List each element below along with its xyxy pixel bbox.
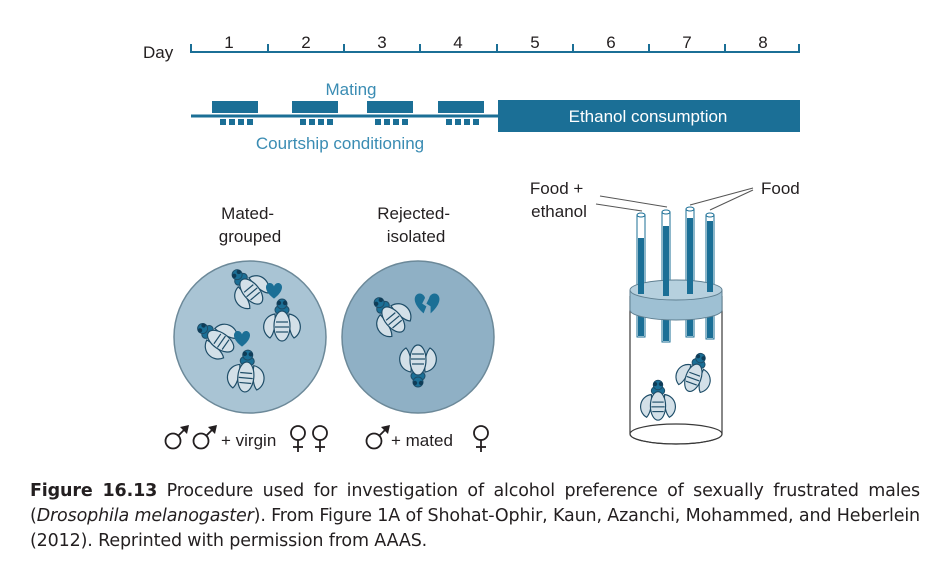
mating-block <box>212 101 484 113</box>
treatment-timeline: Mating Ethanol consumption Courtship con… <box>191 80 800 153</box>
rejected-isolated-group: Rejected- isolated + mated <box>341 204 495 453</box>
mated-legend-text: + virgin <box>221 431 276 450</box>
male-symbol-icon <box>164 424 190 450</box>
female-symbol-icon <box>290 425 306 453</box>
day-tick-label: 8 <box>758 33 767 52</box>
ethanol-consumption-bar <box>498 100 800 132</box>
rejected-legend: + mated <box>365 424 489 453</box>
mating-label: Mating <box>325 80 376 99</box>
figure-caption: Figure 16.13 Procedure used for investig… <box>30 479 920 554</box>
courtship-block <box>220 119 479 125</box>
day-axis-label: Day <box>143 43 174 62</box>
species-name: Drosophila melanogaster <box>36 506 254 526</box>
male-symbol-icon <box>365 424 391 450</box>
ethanol-consumption-label: Ethanol consumption <box>569 107 728 126</box>
rejected-isolated-dish <box>341 260 495 414</box>
female-symbol-icon <box>312 425 328 453</box>
day-tick-label: 6 <box>606 33 615 52</box>
caption-citation: ). From Figure 1A of Shohat-Ophir, Kaun,… <box>30 506 920 551</box>
mated-grouped-dish <box>173 260 327 414</box>
female-symbol-icon <box>473 425 489 453</box>
day-tick-label: 5 <box>530 33 539 52</box>
rejected-legend-text: + mated <box>391 431 453 450</box>
vial-stopper <box>629 272 723 321</box>
day-tick-label: 3 <box>377 33 386 52</box>
day-tick-label: 1 <box>224 33 233 52</box>
rejected-isolated-title: Rejected- isolated <box>377 204 455 246</box>
figure-label: Figure 16.13 <box>30 481 158 501</box>
food-label: Food <box>761 179 800 198</box>
mated-grouped-group: Mated- grouped + virgin <box>164 204 328 453</box>
day-tick-label: 4 <box>453 33 462 52</box>
feeding-apparatus: Food + ethanol Food <box>530 179 800 445</box>
courtship-conditioning-label: Courtship conditioning <box>256 134 424 153</box>
food-ethanol-label: Food + ethanol <box>530 179 588 221</box>
mated-grouped-title: Mated- grouped <box>219 204 281 246</box>
day-tick-label: 2 <box>301 33 310 52</box>
mated-legend: + virgin <box>164 424 328 453</box>
male-symbol-icon <box>192 424 218 450</box>
day-tick-label: 7 <box>682 33 691 52</box>
caption-text: Procedure used for investigation of alco… <box>30 481 920 526</box>
day-timeline: Day 1 2 3 4 5 6 7 8 <box>143 33 800 62</box>
